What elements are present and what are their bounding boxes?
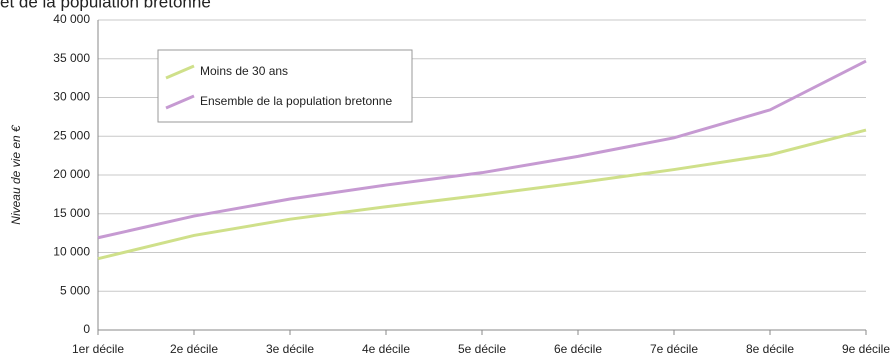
y-tick-label: 10 000 <box>53 245 90 259</box>
y-tick-label: 5 000 <box>60 283 90 297</box>
y-axis-title: Niveau de vie en € <box>9 124 23 225</box>
legend-label: Ensemble de la population bretonne <box>200 94 392 108</box>
x-tick-label: 2e décile <box>170 342 218 356</box>
y-tick-label: 35 000 <box>53 51 90 65</box>
legend-swatch <box>165 64 195 80</box>
x-tick-label: 6e décile <box>554 342 602 356</box>
x-tick-label: 4e décile <box>362 342 410 356</box>
y-tick-label: 15 000 <box>53 206 90 220</box>
y-tick-label: 0 <box>83 322 90 336</box>
legend-swatch <box>165 94 195 110</box>
y-tick-label: 25 000 <box>53 128 90 142</box>
series-line <box>97 128 867 261</box>
x-tick-label: 3e décile <box>266 342 314 356</box>
legend-box <box>157 49 413 123</box>
x-tick-label: 7e décile <box>650 342 698 356</box>
x-tick-label: 5e décile <box>458 342 506 356</box>
x-tick-label: 9e décile <box>842 342 890 356</box>
legend-label: Moins de 30 ans <box>200 64 288 78</box>
y-tick-label: 30 000 <box>53 90 90 104</box>
y-tick-label: 20 000 <box>53 167 90 181</box>
x-tick-label: 8e décile <box>746 342 794 356</box>
y-tick-label: 40 000 <box>53 12 90 26</box>
series-line <box>97 59 867 240</box>
x-tick-label: 1er décile <box>72 342 124 356</box>
chart-title: et de la population bretonne <box>0 0 211 11</box>
